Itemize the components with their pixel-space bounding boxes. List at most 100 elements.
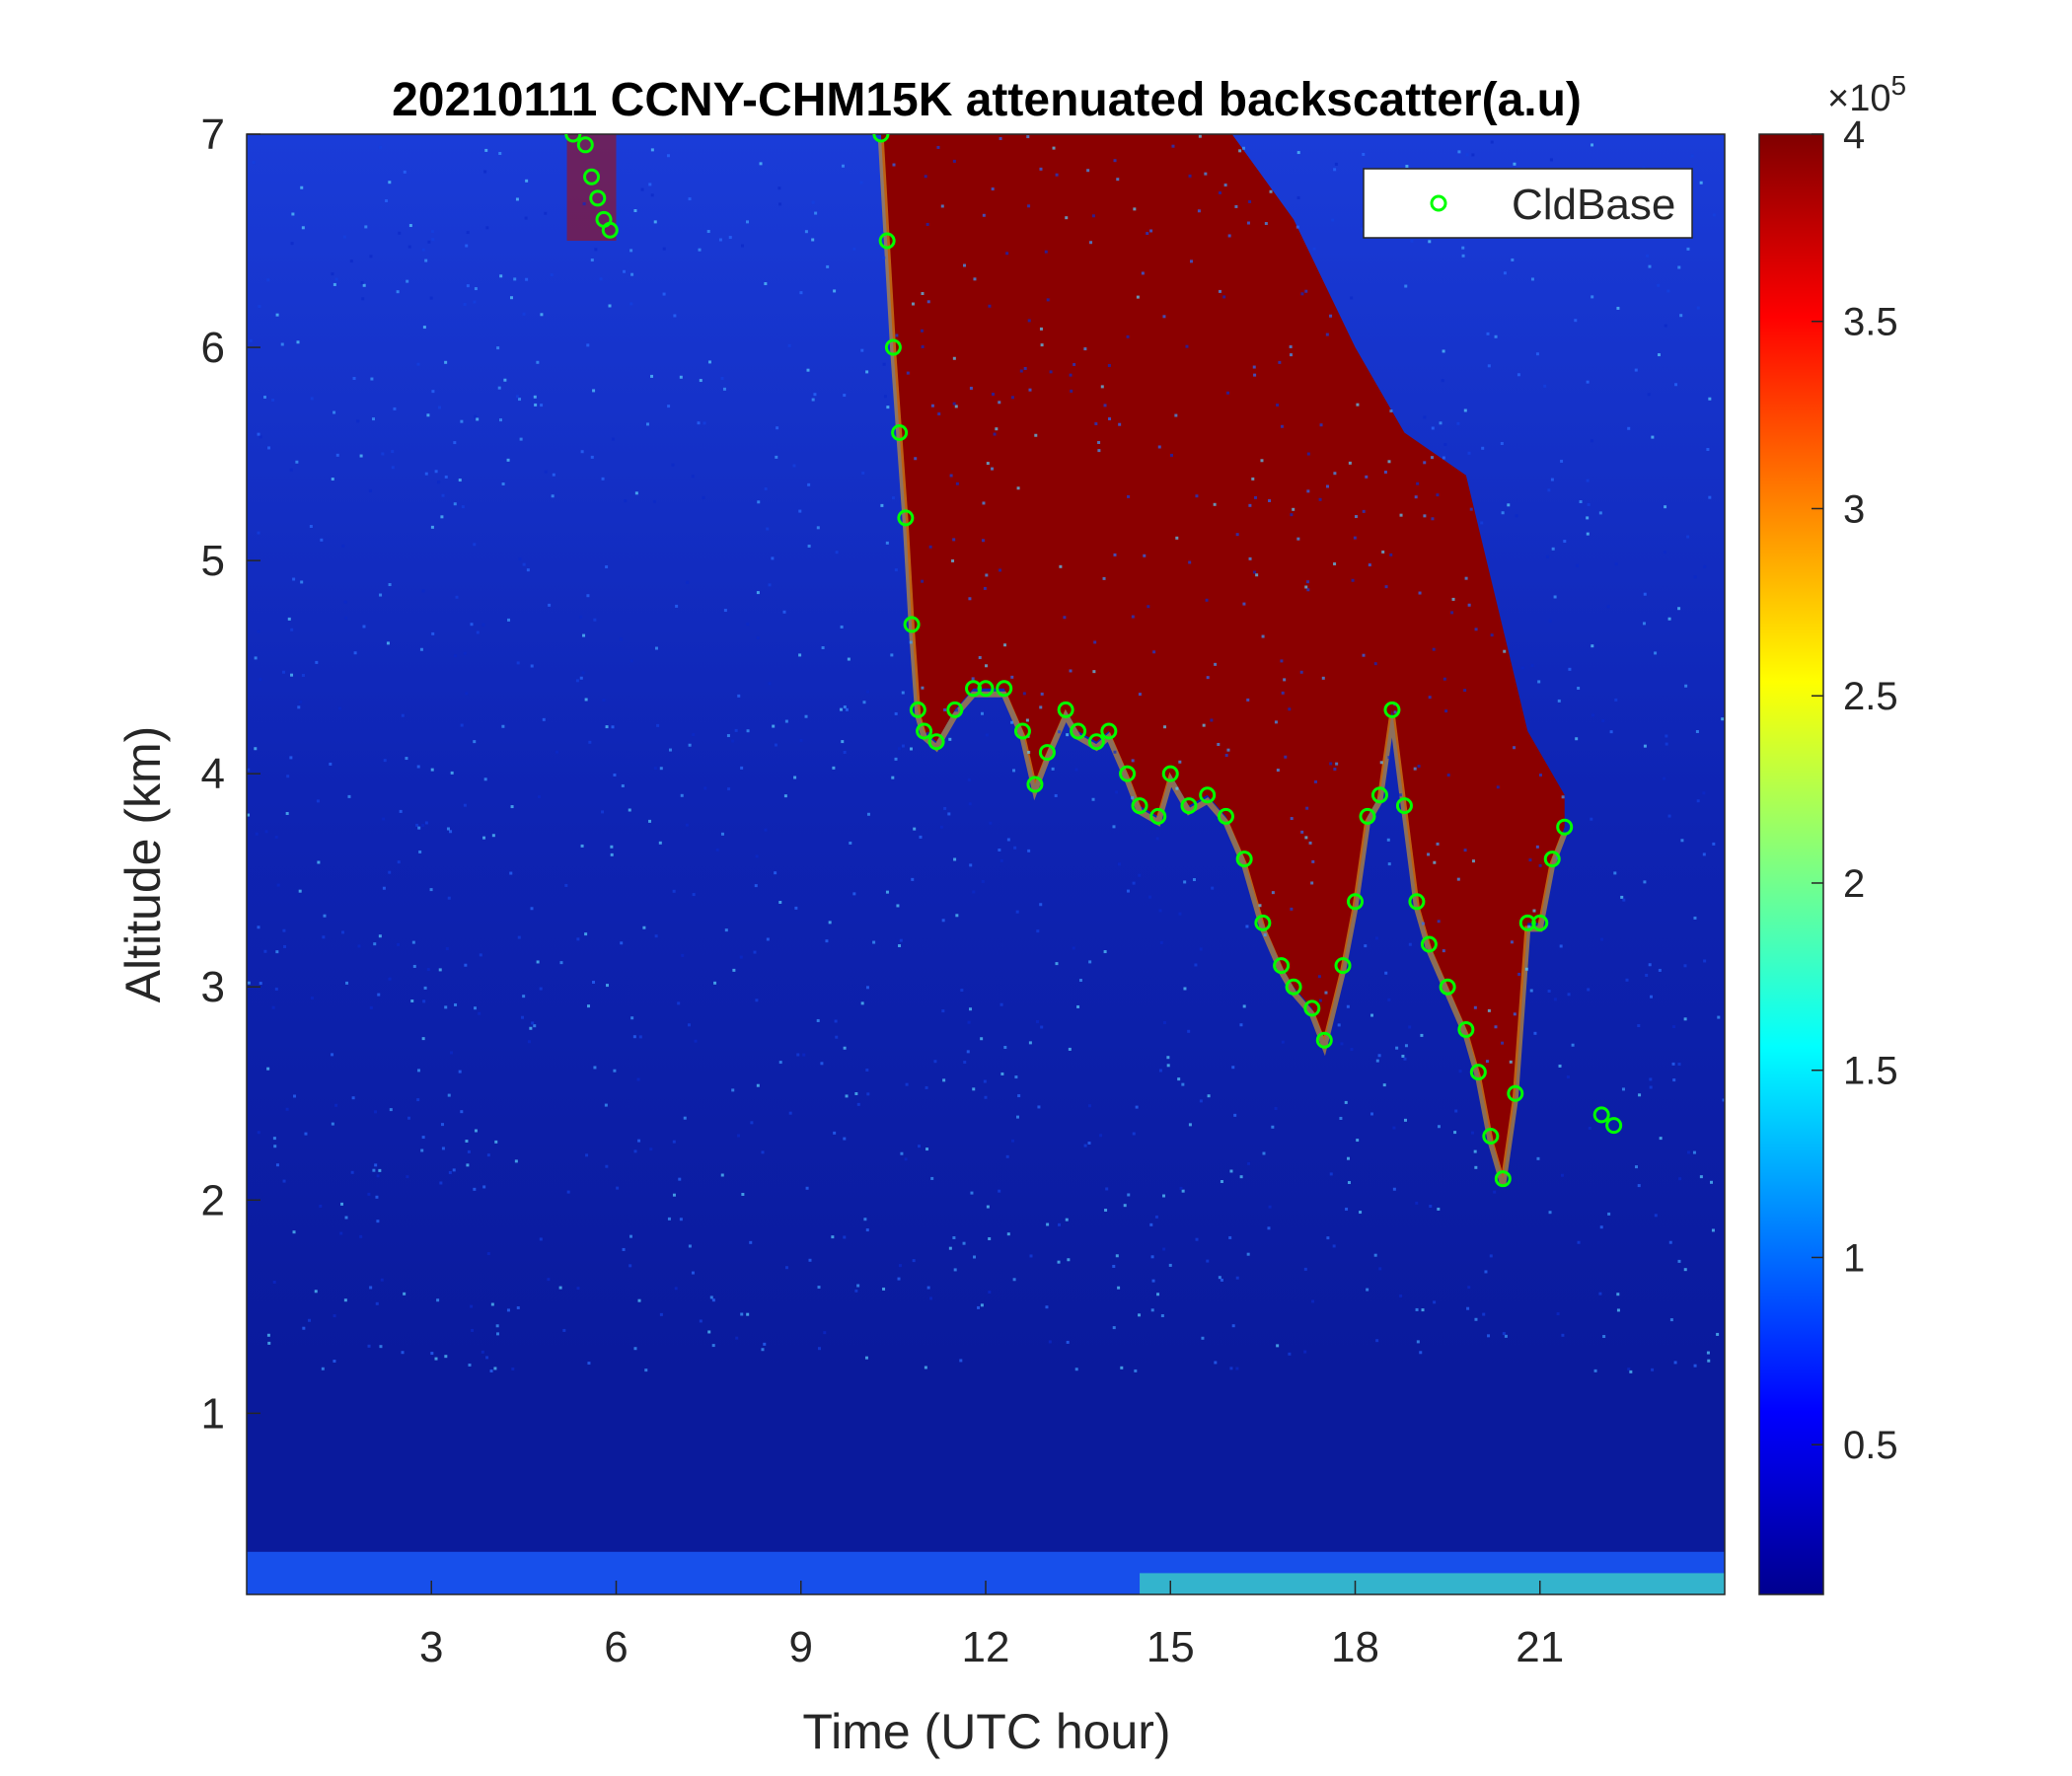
- cldbase-point: [1217, 807, 1234, 825]
- noise-speckle: [591, 980, 595, 984]
- noise-speckle: [580, 450, 584, 454]
- noise-speckle: [711, 1298, 715, 1302]
- noise-speckle: [1076, 1004, 1080, 1008]
- noise-speckle: [507, 618, 511, 622]
- noise-speckle: [912, 1259, 916, 1263]
- noise-speckle: [919, 835, 923, 839]
- noise-speckle: [376, 1174, 380, 1178]
- noise-speckle: [1229, 1169, 1233, 1173]
- noise-speckle: [406, 279, 409, 283]
- noise-speckle: [980, 1037, 984, 1041]
- noise-speckle: [482, 1185, 486, 1189]
- noise-speckle: [1269, 189, 1273, 193]
- noise-speckle: [658, 841, 662, 845]
- noise-speckle: [854, 1289, 858, 1293]
- noise-speckle: [1113, 553, 1117, 556]
- noise-speckle: [1220, 1180, 1223, 1184]
- noise-speckle: [1442, 456, 1445, 460]
- noise-speckle: [954, 405, 958, 408]
- noise-speckle: [362, 625, 366, 629]
- noise-speckle: [622, 1247, 626, 1251]
- noise-speckle: [1318, 999, 1322, 1002]
- noise-speckle: [671, 463, 675, 467]
- noise-speckle: [267, 446, 271, 450]
- noise-speckle: [1366, 1288, 1369, 1292]
- noise-speckle: [1362, 653, 1366, 657]
- noise-speckle: [1414, 495, 1418, 499]
- noise-speckle: [1177, 1077, 1181, 1081]
- noise-speckle: [465, 692, 469, 696]
- noise-speckle: [421, 248, 425, 252]
- noise-speckle: [811, 238, 815, 242]
- noise-speckle: [1482, 1312, 1486, 1316]
- noise-speckle: [1274, 1106, 1278, 1110]
- noise-speckle: [1513, 1012, 1517, 1016]
- noise-speckle: [1556, 1312, 1560, 1316]
- noise-speckle: [375, 1195, 379, 1199]
- noise-speckle: [816, 1018, 820, 1022]
- noise-speckle: [1423, 461, 1427, 465]
- noise-speckle: [1292, 507, 1295, 511]
- noise-speckle: [1496, 785, 1500, 789]
- colorbar-tick-label: 3.5: [1843, 301, 1898, 344]
- noise-speckle: [899, 938, 903, 942]
- noise-speckle: [1649, 995, 1653, 999]
- noise-speckle: [257, 432, 260, 436]
- noise-speckle: [969, 863, 973, 867]
- noise-speckle: [497, 386, 501, 390]
- noise-speckle: [1643, 880, 1647, 884]
- noise-speckle: [1268, 499, 1272, 503]
- noise-speckle: [1045, 1305, 1049, 1309]
- noise-speckle: [304, 1132, 308, 1136]
- cldbase-point: [1408, 893, 1426, 911]
- noise-speckle: [970, 1191, 974, 1195]
- noise-speckle: [1708, 397, 1712, 401]
- noise-speckle: [1150, 1255, 1154, 1259]
- cldbase-point: [1531, 914, 1549, 931]
- noise-speckle: [753, 950, 757, 954]
- noise-speckle: [722, 387, 726, 391]
- noise-speckle: [699, 1319, 703, 1323]
- legend[interactable]: CldBase: [1363, 168, 1693, 239]
- cldbase-point: [576, 136, 594, 154]
- surface-layer-bright: [1140, 1573, 1725, 1594]
- noise-speckle: [379, 1345, 383, 1349]
- noise-speckle: [310, 997, 314, 1000]
- y-tick-label: 2: [201, 1176, 225, 1224]
- noise-speckle: [1012, 769, 1016, 773]
- noise-speckle: [1168, 1263, 1172, 1267]
- noise-speckle: [969, 1007, 973, 1011]
- noise-speckle: [388, 870, 392, 874]
- noise-speckle: [1086, 169, 1090, 173]
- noise-speckle: [650, 148, 654, 152]
- noise-speckle: [1696, 799, 1700, 803]
- cldbase-point: [1457, 1020, 1475, 1038]
- noise-speckle: [257, 531, 260, 535]
- noise-speckle: [551, 494, 555, 498]
- noise-speckle: [1484, 1270, 1488, 1274]
- noise-speckle: [1463, 408, 1467, 412]
- noise-speckle: [973, 277, 977, 281]
- noise-speckle: [1538, 774, 1542, 777]
- noise-speckle: [458, 1070, 462, 1073]
- noise-speckle: [436, 1298, 440, 1302]
- noise-speckle: [900, 1151, 904, 1155]
- noise-speckle: [648, 183, 652, 186]
- noise-speckle: [1538, 863, 1542, 867]
- noise-speckle: [393, 407, 397, 410]
- noise-speckle: [894, 711, 898, 715]
- noise-speckle: [1404, 1044, 1408, 1048]
- noise-speckle: [926, 731, 930, 735]
- noise-speckle: [421, 824, 425, 828]
- colorbar-tick-label: 1.5: [1843, 1050, 1898, 1093]
- noise-speckle: [1677, 1259, 1681, 1263]
- noise-speckle: [416, 1069, 420, 1073]
- cldbase-point: [1057, 701, 1074, 718]
- noise-speckle: [1683, 1268, 1687, 1272]
- noise-speckle: [344, 616, 348, 620]
- noise-speckle: [937, 412, 941, 416]
- noise-speckle: [1039, 705, 1043, 709]
- noise-speckle: [1668, 1240, 1672, 1244]
- noise-speckle: [411, 940, 415, 944]
- noise-speckle: [1308, 841, 1312, 845]
